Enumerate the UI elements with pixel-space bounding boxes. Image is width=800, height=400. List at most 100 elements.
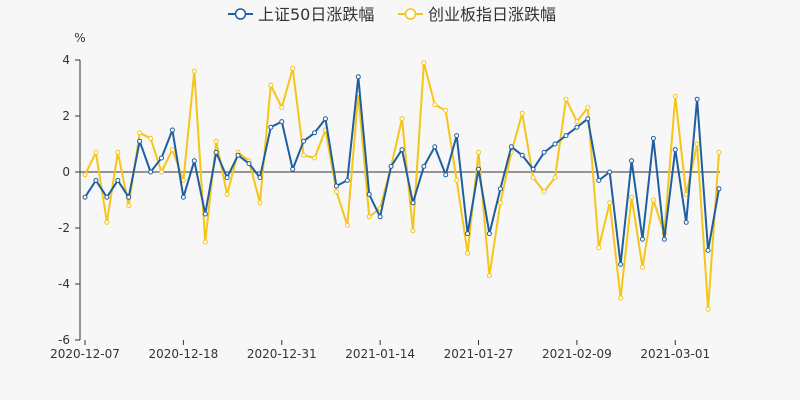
data-point[interactable] (82, 194, 88, 200)
data-point[interactable] (399, 116, 405, 122)
data-point[interactable] (224, 191, 230, 197)
data-point[interactable] (115, 177, 121, 183)
data-point[interactable] (115, 149, 121, 155)
data-point[interactable] (104, 194, 110, 200)
data-point[interactable] (148, 135, 154, 141)
data-point[interactable] (388, 163, 394, 169)
legend-item-1[interactable]: 创业板指日涨跌幅 (398, 5, 556, 24)
data-point[interactable] (639, 236, 645, 242)
data-point[interactable] (93, 177, 99, 183)
data-point[interactable] (301, 138, 307, 144)
data-point[interactable] (410, 200, 416, 206)
data-point[interactable] (191, 68, 197, 74)
data-point[interactable] (497, 200, 503, 206)
data-point[interactable] (508, 144, 514, 150)
data-point[interactable] (257, 175, 263, 181)
data-point[interactable] (202, 239, 208, 245)
data-point[interactable] (661, 236, 667, 242)
data-point[interactable] (169, 147, 175, 153)
data-point[interactable] (333, 189, 339, 195)
data-point[interactable] (213, 138, 219, 144)
data-point[interactable] (235, 152, 241, 158)
data-point[interactable] (552, 175, 558, 181)
data-point[interactable] (519, 152, 525, 158)
data-point[interactable] (683, 219, 689, 225)
data-point[interactable] (399, 147, 405, 153)
data-point[interactable] (268, 82, 274, 88)
data-point[interactable] (705, 247, 711, 253)
data-point[interactable] (552, 141, 558, 147)
legend-item-0[interactable]: 上证50日涨跌幅 (228, 5, 374, 24)
data-point[interactable] (82, 172, 88, 178)
data-point[interactable] (333, 183, 339, 189)
data-point[interactable] (268, 124, 274, 130)
data-point[interactable] (574, 119, 580, 125)
data-point[interactable] (563, 133, 569, 139)
data-point[interactable] (213, 149, 219, 155)
data-point[interactable] (159, 155, 165, 161)
data-point[interactable] (607, 169, 613, 175)
data-point[interactable] (672, 147, 678, 153)
data-point[interactable] (366, 191, 372, 197)
data-point[interactable] (574, 124, 580, 130)
data-point[interactable] (169, 127, 175, 133)
data-point[interactable] (541, 189, 547, 195)
data-point[interactable] (541, 149, 547, 155)
data-point[interactable] (476, 166, 482, 172)
data-point[interactable] (159, 169, 165, 175)
data-point[interactable] (694, 141, 700, 147)
data-point[interactable] (563, 96, 569, 102)
data-point[interactable] (694, 96, 700, 102)
data-point[interactable] (607, 200, 613, 206)
data-point[interactable] (224, 175, 230, 181)
data-point[interactable] (366, 214, 372, 220)
data-point[interactable] (585, 105, 591, 111)
data-point[interactable] (486, 231, 492, 237)
data-point[interactable] (421, 60, 427, 66)
data-point[interactable] (377, 214, 383, 220)
data-point[interactable] (246, 161, 252, 167)
data-point[interactable] (202, 211, 208, 217)
data-point[interactable] (126, 194, 132, 200)
data-point[interactable] (290, 65, 296, 71)
data-point[interactable] (476, 149, 482, 155)
data-point[interactable] (672, 93, 678, 99)
data-point[interactable] (126, 203, 132, 209)
data-point[interactable] (137, 138, 143, 144)
data-point[interactable] (104, 219, 110, 225)
data-point[interactable] (137, 130, 143, 136)
data-point[interactable] (301, 152, 307, 158)
data-point[interactable] (454, 177, 460, 183)
data-point[interactable] (530, 175, 536, 181)
data-point[interactable] (432, 144, 438, 150)
data-point[interactable] (650, 197, 656, 203)
data-point[interactable] (618, 261, 624, 267)
data-point[interactable] (650, 135, 656, 141)
data-point[interactable] (618, 295, 624, 301)
data-point[interactable] (279, 119, 285, 125)
data-point[interactable] (716, 149, 722, 155)
data-point[interactable] (596, 177, 602, 183)
data-point[interactable] (454, 133, 460, 139)
legend[interactable]: 上证50日涨跌幅 创业板指日涨跌幅 (228, 5, 556, 24)
data-point[interactable] (312, 130, 318, 136)
data-point[interactable] (585, 116, 591, 122)
data-point[interactable] (465, 231, 471, 237)
data-point[interactable] (279, 105, 285, 111)
data-point[interactable] (432, 102, 438, 108)
data-point[interactable] (639, 264, 645, 270)
data-point[interactable] (148, 169, 154, 175)
data-point[interactable] (530, 166, 536, 172)
data-point[interactable] (257, 200, 263, 206)
data-point[interactable] (443, 107, 449, 113)
data-point[interactable] (497, 186, 503, 192)
data-point[interactable] (629, 158, 635, 164)
data-point[interactable] (596, 245, 602, 251)
data-point[interactable] (716, 186, 722, 192)
data-point[interactable] (519, 110, 525, 116)
data-point[interactable] (93, 149, 99, 155)
data-point[interactable] (465, 250, 471, 256)
data-point[interactable] (410, 228, 416, 234)
data-point[interactable] (344, 222, 350, 228)
data-point[interactable] (180, 194, 186, 200)
